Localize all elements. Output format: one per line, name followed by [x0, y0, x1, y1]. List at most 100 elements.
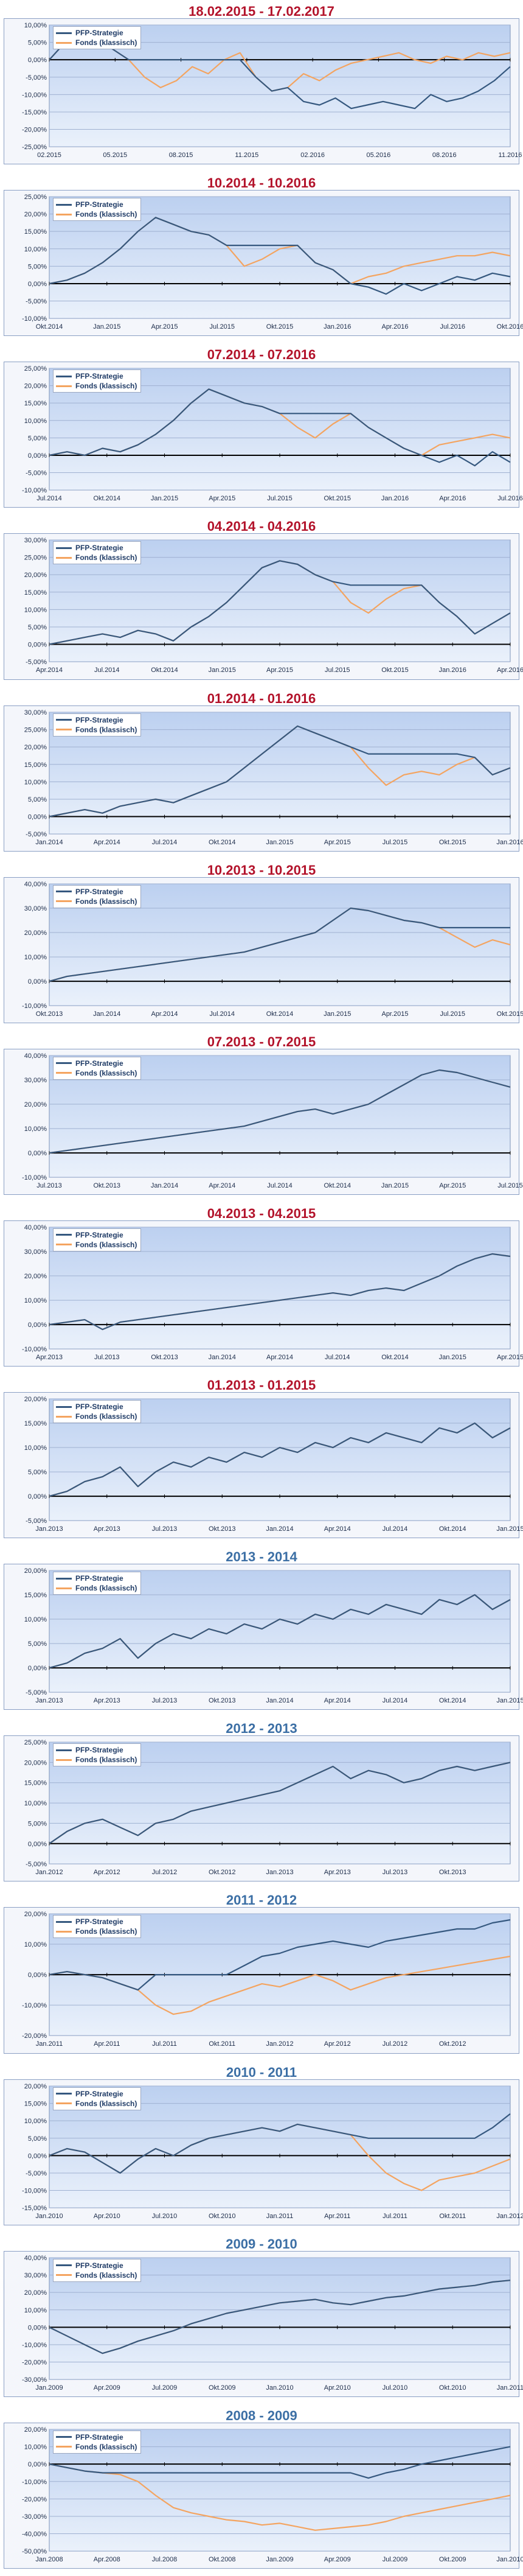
- series-line-pfp-strategie: [49, 217, 511, 295]
- y-tick-label: 15,00%: [24, 1592, 47, 1599]
- x-tick-label: Jul.2011: [152, 2041, 177, 2048]
- legend-label: Fonds (klassisch): [75, 1412, 137, 1421]
- chart-legend: PFP-Strategie Fonds (klassisch): [53, 1400, 142, 1424]
- y-tick-label: 5,00%: [28, 40, 47, 47]
- x-tick-label: Okt.2013: [439, 1869, 466, 1876]
- x-tick-label: Apr.2014: [36, 667, 63, 674]
- chart-legend: PFP-Strategie Fonds (klassisch): [53, 2258, 142, 2282]
- y-tick-label: 30,00%: [24, 537, 47, 544]
- x-tick-label: Apr.2012: [324, 2041, 351, 2048]
- legend-entry: PFP-Strategie: [56, 1059, 137, 1068]
- y-tick-label: 25,00%: [24, 555, 47, 562]
- chart-panel: 01.2013 - 01.2015 20,00% 15,00% 10,00% 5,00%…: [0, 1374, 523, 1545]
- x-tick-label: Jul.2015: [497, 1182, 523, 1189]
- y-tick-label: 20,00%: [24, 1911, 47, 1918]
- x-tick-label: Apr.2014: [209, 1182, 235, 1189]
- y-tick-label: 15,00%: [24, 400, 47, 407]
- series-line-pfp-strategie: [49, 1069, 511, 1153]
- chart-panel: 2012 - 2013 25,00% 20,00% 15,00% 10,00% 5,00%…: [0, 1717, 523, 1889]
- y-tick-label: -25,00%: [22, 144, 47, 151]
- x-tick-label: 08.2016: [432, 152, 457, 159]
- x-tick-label: Jan.2010: [496, 2556, 523, 2563]
- x-tick-label: Jul.2009: [383, 2556, 408, 2563]
- legend-label: PFP-Strategie: [75, 2089, 123, 2098]
- x-tick-label: Jan.2016: [439, 667, 466, 674]
- x-tick-label: Jul.2009: [152, 2384, 178, 2392]
- y-tick-label: -10,00%: [22, 2479, 47, 2486]
- legend-entry: Fonds (klassisch): [56, 1412, 137, 1421]
- legend-entry: PFP-Strategie: [56, 1917, 137, 1927]
- y-tick-label: -5,00%: [26, 470, 47, 477]
- x-tick-label: Jul.2013: [36, 1182, 62, 1189]
- y-tick-label: 20,00%: [24, 2083, 47, 2090]
- legend-entry: Fonds (klassisch): [56, 2442, 137, 2452]
- chart-frame: 20,00% 10,00% 0,00% -10,00% -20,00% Jan.2011 A…: [4, 1907, 519, 2054]
- y-tick-label: 20,00%: [24, 744, 47, 751]
- x-tick-label: Apr.2016: [439, 495, 466, 502]
- series-line-pfp-strategie: [49, 1594, 511, 1669]
- chart-frame: 20,00% 15,00% 10,00% 5,00% 0,00% -5,00% -10,00…: [4, 2079, 523, 2225]
- chart-frame: 40,00% 30,00% 20,00% 10,00% 0,00% -10,00% Okt.…: [4, 877, 523, 1023]
- legend-swatch: [56, 1415, 72, 1418]
- x-tick-label: Okt.2013: [36, 1010, 63, 1018]
- chart-title: 04.2013 - 04.2015: [207, 1205, 316, 1221]
- y-tick-label: 0,00%: [28, 57, 47, 64]
- y-tick-label: 15,00%: [24, 589, 47, 597]
- legend-label: PFP-Strategie: [75, 544, 123, 553]
- x-tick-label: Okt.2014: [439, 1525, 466, 1533]
- y-tick-label: -10,00%: [22, 2342, 47, 2349]
- chart-legend: PFP-Strategie Fonds (klassisch): [53, 1056, 142, 1080]
- y-tick-label: 30,00%: [24, 1248, 47, 1256]
- chart-frame: 30,00% 25,00% 20,00% 15,00% 10,00% 5,00% 0,00%…: [4, 533, 523, 680]
- legend-label: Fonds (klassisch): [75, 2099, 137, 2108]
- x-tick-label: Jul.2010: [383, 2384, 408, 2392]
- x-tick-label: Apr.2014: [324, 1697, 351, 1704]
- legend-label: PFP-Strategie: [75, 2432, 123, 2441]
- chart-legend: PFP-Strategie Fonds (klassisch): [53, 198, 142, 222]
- y-tick-label: -10,00%: [22, 1003, 47, 1010]
- chart-legend: PFP-Strategie Fonds (klassisch): [53, 2430, 142, 2454]
- y-tick-label: -5,00%: [26, 659, 47, 667]
- y-tick-label: -20,00%: [22, 127, 47, 134]
- legend-entry: Fonds (klassisch): [56, 1068, 137, 1078]
- legend-entry: Fonds (klassisch): [56, 38, 137, 47]
- chart-legend: PFP-Strategie Fonds (klassisch): [53, 2087, 142, 2110]
- series-line-pfp-strategie: [49, 907, 510, 982]
- legend-swatch: [56, 891, 72, 893]
- x-tick-label: Okt.2011: [439, 2213, 466, 2220]
- legend-label: Fonds (klassisch): [75, 553, 137, 562]
- legend-label: PFP-Strategie: [75, 1230, 123, 1239]
- series-line-pfp-strategie: [49, 1762, 511, 1845]
- y-tick-label: -5,00%: [26, 2170, 47, 2177]
- x-tick-label: Apr.2015: [324, 839, 351, 846]
- legend-swatch: [56, 1587, 72, 1589]
- legend-entry: Fonds (klassisch): [56, 209, 137, 219]
- y-tick-label: 10,00%: [24, 954, 47, 961]
- legend-swatch: [56, 1749, 72, 1751]
- x-tick-label: Okt.2012: [209, 1869, 236, 1876]
- chart-legend: PFP-Strategie Fonds (klassisch): [53, 1228, 142, 1251]
- x-tick-label: Jul.2014: [383, 1697, 408, 1704]
- legend-entry: PFP-Strategie: [56, 2432, 137, 2442]
- y-tick-label: -20,00%: [22, 2359, 47, 2366]
- legend-label: PFP-Strategie: [75, 1402, 123, 1412]
- x-tick-label: Okt.2010: [439, 2384, 466, 2392]
- x-tick-label: 02.2016: [300, 152, 325, 159]
- y-tick-label: 5,00%: [28, 1640, 47, 1648]
- x-tick-label: Jul.2015: [440, 1010, 465, 1018]
- x-tick-label: Apr.2016: [497, 667, 523, 674]
- chart-frame: 30,00% 25,00% 20,00% 15,00% 10,00% 5,00% 0,00%…: [4, 705, 523, 852]
- chart-panel: 2010 - 2011 20,00% 15,00% 10,00% 5,00% 0,00% -…: [0, 2061, 523, 2233]
- x-tick-label: Apr.2011: [324, 2213, 350, 2220]
- x-tick-label: Apr.2016: [382, 323, 409, 331]
- y-tick-label: 15,00%: [24, 2100, 47, 2107]
- x-tick-label: Apr.2015: [209, 495, 235, 502]
- legend-entry: PFP-Strategie: [56, 28, 137, 38]
- legend-entry: PFP-Strategie: [56, 371, 137, 381]
- x-tick-label: Okt.2016: [497, 323, 523, 331]
- x-tick-label: 05.2016: [367, 152, 391, 159]
- x-tick-label: Jan.2016: [324, 323, 351, 331]
- y-tick-label: 20,00%: [24, 383, 47, 390]
- y-tick-label: 30,00%: [24, 1077, 47, 1084]
- x-tick-label: Jan.2016: [496, 839, 523, 846]
